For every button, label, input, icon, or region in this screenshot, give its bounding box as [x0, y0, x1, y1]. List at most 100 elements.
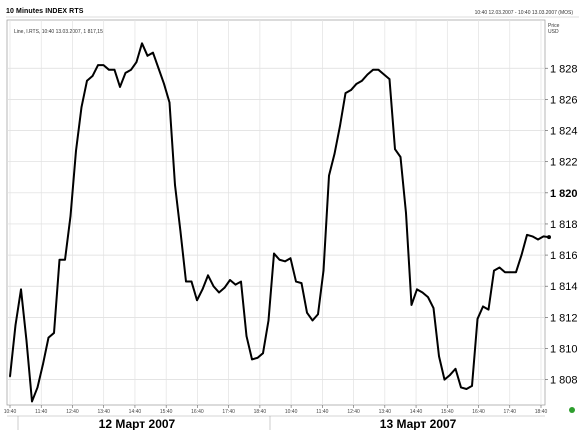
data-point — [295, 280, 297, 283]
data-point — [372, 69, 374, 71]
data-point — [229, 279, 231, 281]
data-point — [476, 318, 479, 320]
data-point — [438, 355, 440, 358]
data-point — [218, 291, 220, 294]
data-point — [328, 174, 330, 177]
data-point — [465, 388, 468, 390]
data-point — [531, 235, 534, 238]
data-point — [339, 125, 341, 127]
data-point — [223, 286, 226, 289]
x-tick-label: 18:40 — [254, 409, 267, 415]
data-point — [157, 67, 160, 70]
data-point — [152, 51, 154, 54]
y-axis-unit-line2: USD — [548, 29, 559, 35]
data-point — [14, 324, 17, 326]
x-tick-label: 15:40 — [160, 409, 173, 415]
data-point — [97, 64, 99, 66]
data-point — [190, 280, 193, 283]
data-point — [240, 280, 242, 283]
data-point — [113, 69, 116, 71]
data-point — [207, 274, 209, 277]
data-point — [42, 363, 44, 365]
data-point — [75, 149, 77, 152]
data-point — [542, 235, 545, 238]
y-tick-label: 1 826 — [550, 94, 578, 106]
data-point — [245, 335, 248, 337]
series-points — [9, 42, 550, 403]
data-point — [355, 83, 358, 85]
data-point — [119, 86, 121, 88]
x-tick-label: 15:40 — [441, 409, 454, 415]
data-point — [212, 285, 215, 288]
x-tick-label: 18:40 — [535, 409, 548, 415]
x-tick-label: 13:40 — [97, 409, 110, 415]
data-point — [350, 89, 352, 91]
x-tick-label: 13:40 — [379, 409, 392, 415]
data-point — [31, 400, 33, 403]
data-point — [267, 319, 270, 322]
data-point — [515, 271, 517, 274]
data-point — [58, 258, 61, 261]
last-value-marker — [547, 235, 551, 240]
data-point — [487, 308, 490, 311]
data-point — [366, 73, 369, 76]
x-tick-label: 12:40 — [347, 409, 360, 415]
data-point — [416, 288, 418, 291]
data-point — [36, 386, 39, 389]
data-point — [163, 83, 165, 85]
data-point — [509, 271, 512, 274]
data-point — [388, 78, 391, 80]
data-point — [69, 215, 72, 217]
data-point — [344, 92, 347, 94]
x-tick-label: 16:40 — [472, 409, 485, 415]
data-point — [410, 304, 413, 306]
data-point — [405, 212, 407, 214]
data-point — [20, 288, 22, 291]
y-tick-label: 1 808 — [550, 375, 578, 387]
data-point — [460, 386, 462, 389]
data-point — [174, 184, 176, 186]
data-point — [135, 61, 138, 63]
x-tick-label: 17:40 — [504, 409, 517, 415]
data-point — [311, 319, 314, 322]
data-point — [443, 378, 446, 381]
data-point — [421, 291, 424, 294]
data-point — [317, 313, 319, 316]
data-point — [53, 332, 55, 334]
data-point — [361, 79, 363, 82]
data-point — [251, 358, 253, 361]
series-line-i-rts — [9, 42, 550, 403]
data-point — [234, 283, 237, 286]
data-point — [449, 374, 451, 376]
data-point — [394, 148, 396, 151]
data-point — [25, 339, 28, 342]
data-point — [289, 257, 292, 260]
plot-frame — [6, 19, 546, 406]
x-tick-label: 12:40 — [66, 409, 79, 415]
data-point — [284, 260, 286, 263]
x-tick-label: 16:40 — [191, 409, 204, 415]
data-point — [9, 375, 11, 378]
date-label: 12 Март 2007 — [99, 417, 176, 430]
data-point — [146, 54, 149, 57]
data-point — [80, 106, 83, 108]
data-point — [179, 230, 182, 233]
x-tick-label: 10:40 — [4, 409, 17, 415]
data-point — [520, 254, 523, 256]
data-point — [47, 336, 50, 339]
series-legend: Line, I.RTS, 10:40 13.03.2007, 1 817,15 — [14, 29, 103, 35]
data-point — [256, 357, 259, 359]
data-point — [427, 296, 429, 298]
y-tick-label: 1 812 — [550, 312, 578, 324]
data-point — [300, 282, 303, 284]
y-tick-label: 1 814 — [550, 281, 578, 293]
date-label: 13 Март 2007 — [380, 417, 457, 430]
y-tick-label: 1 828 — [550, 63, 578, 75]
data-point — [64, 258, 66, 261]
data-point — [377, 69, 380, 71]
data-point — [278, 258, 281, 261]
data-point — [482, 305, 484, 308]
y-tick-label: 1 820 — [550, 188, 578, 200]
